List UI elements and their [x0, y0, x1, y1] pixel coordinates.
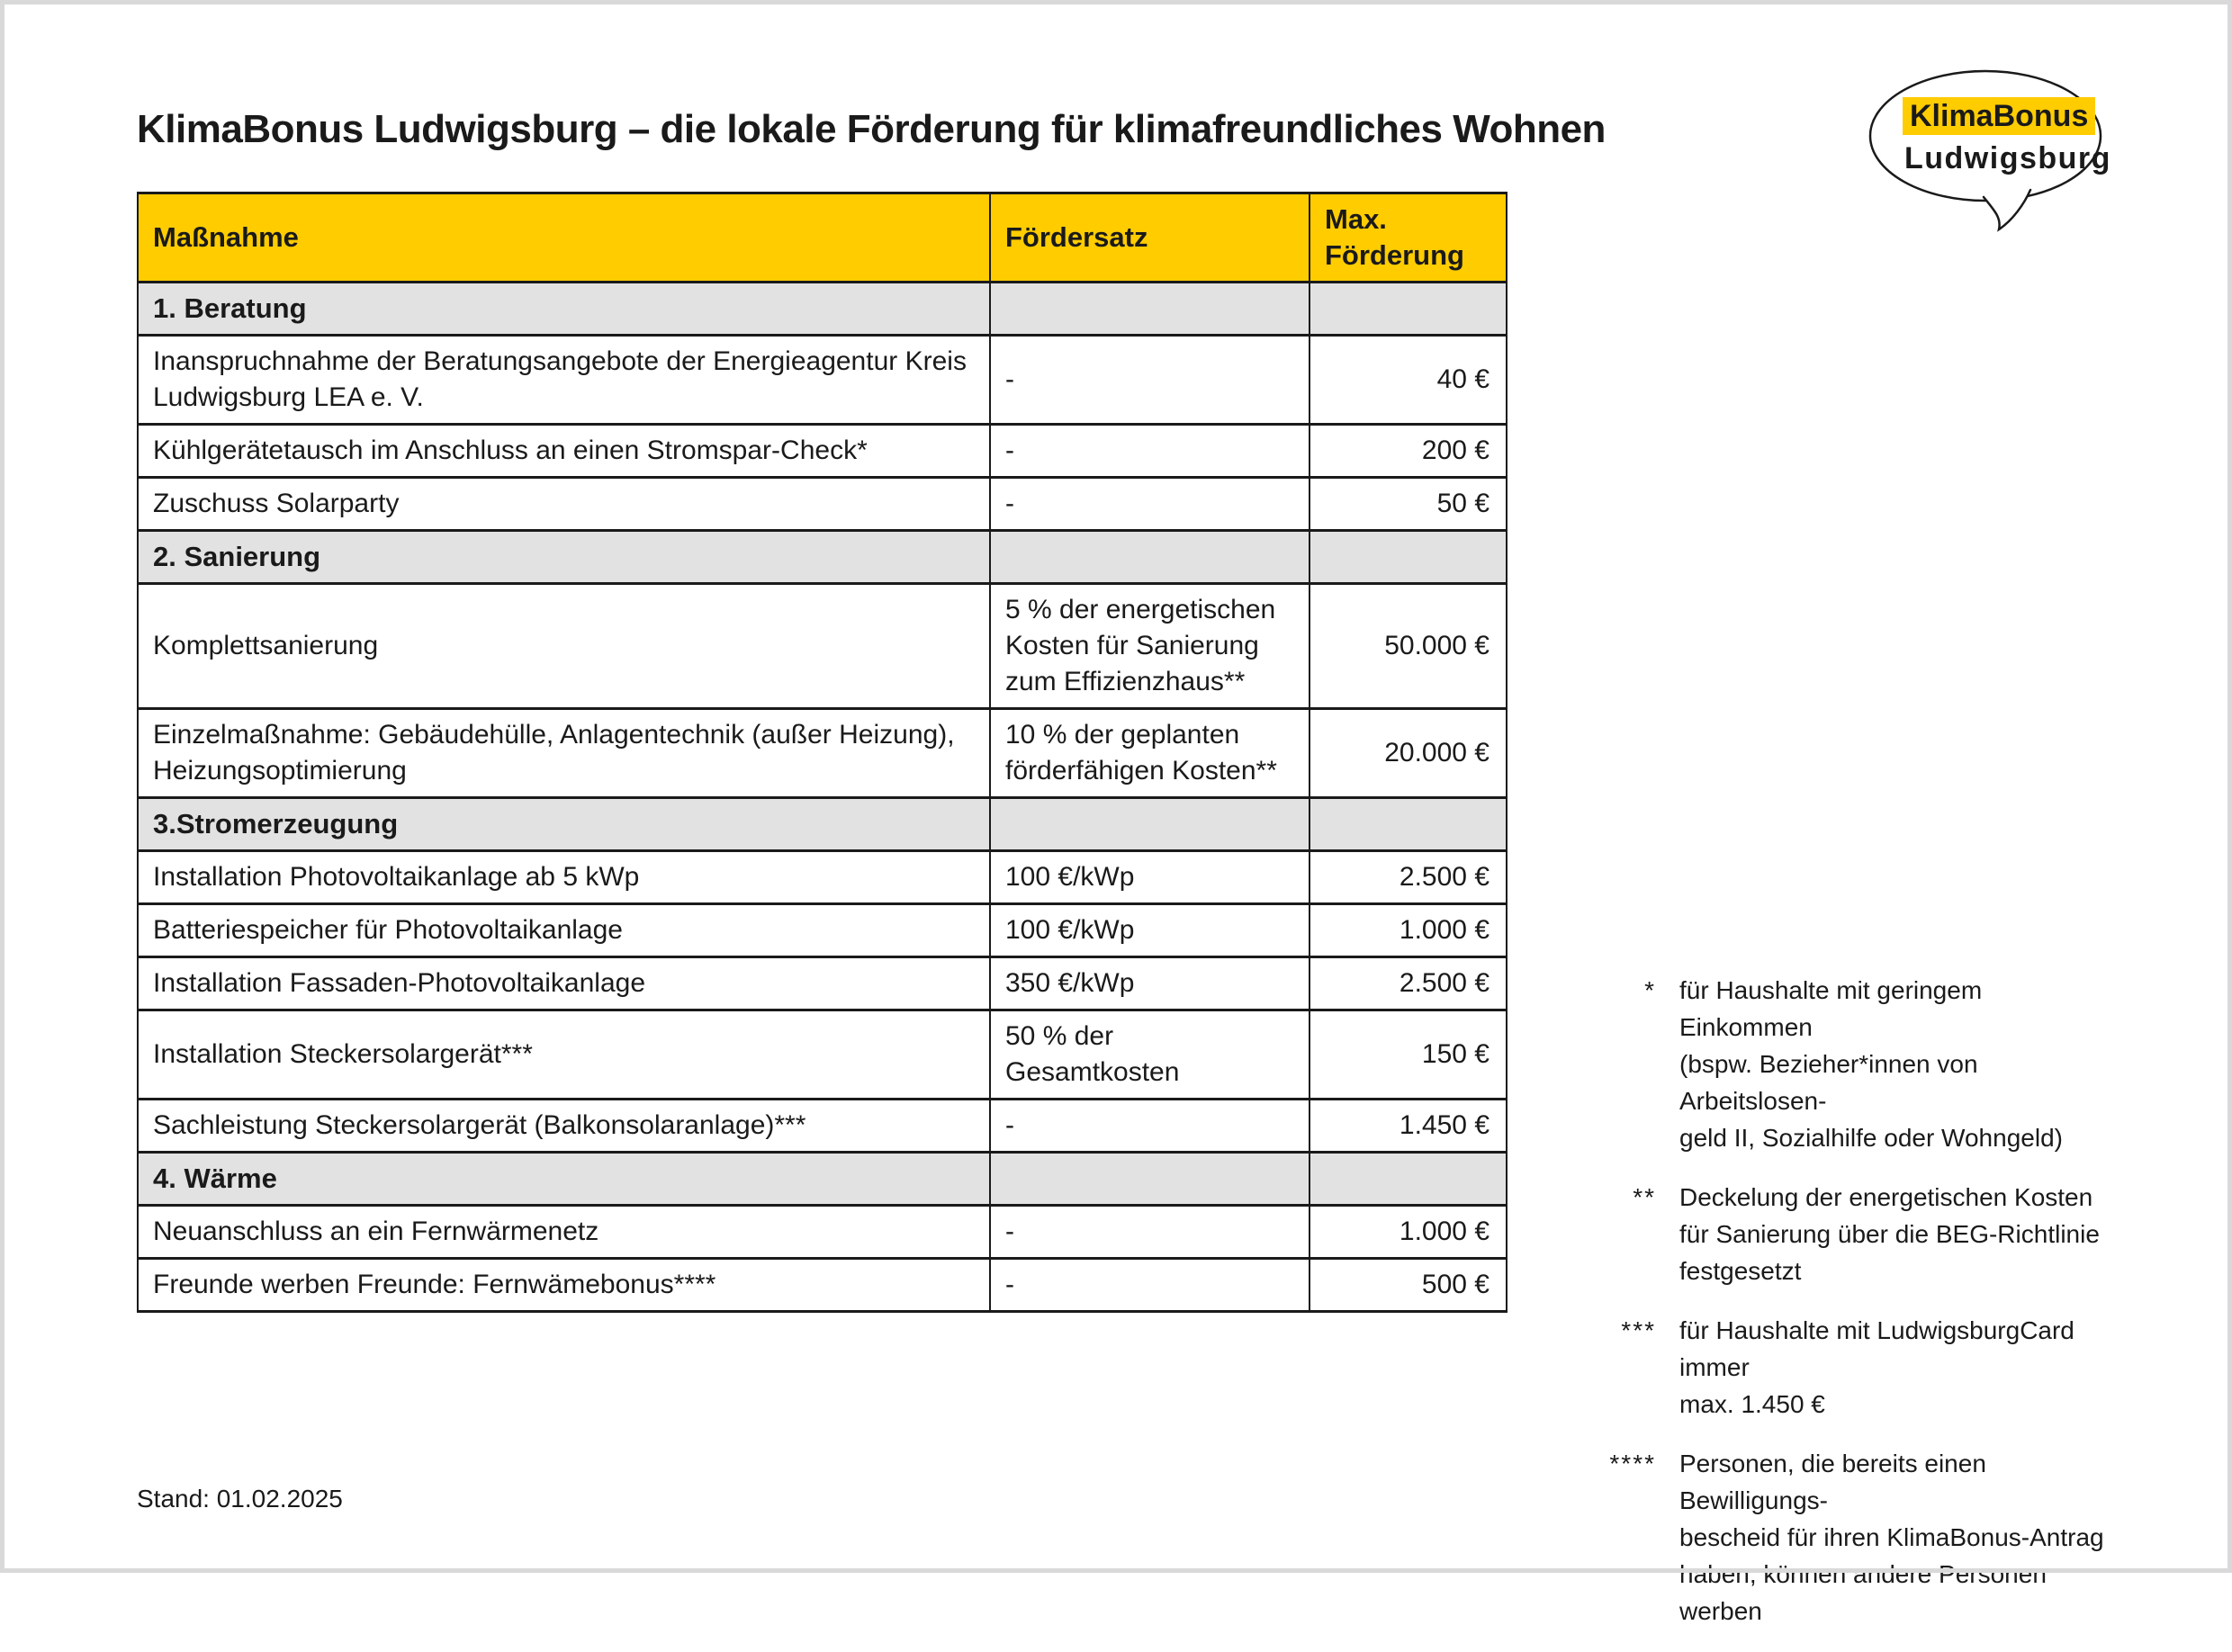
cell-max-foerderung: 1.000 € [1309, 1204, 1508, 1260]
cell-massnahme: Batteriespeicher für Photovoltaikanlage [137, 902, 991, 958]
section-label: 2. Sanierung [137, 529, 991, 585]
cell-foerdersatz: - [989, 1204, 1310, 1260]
cell-max-foerderung: 150 € [1309, 1009, 1508, 1100]
cell-massnahme: Installation Photovoltaikanlage ab 5 kWp [137, 849, 991, 905]
footnote-item: * für Haushalte mit geringem Einkommen (b… [1577, 972, 2117, 1156]
cell-max-foerderung: 2.500 € [1309, 849, 1508, 905]
cell-massnahme: Einzelmaßnahme: Gebäudehülle, Anlagentec… [137, 707, 991, 799]
cell-foerdersatz: - [989, 476, 1310, 532]
cell-massnahme: Kühlgerätetausch im Anschluss an einen S… [137, 423, 991, 479]
cell-foerdersatz: 10 % der geplanten förderfähigen Kosten*… [989, 707, 1310, 799]
cell-foerdersatz: - [989, 1098, 1310, 1154]
footnote-item: *** für Haushalte mit LudwigsburgCard imm… [1577, 1312, 2117, 1423]
footnote-marker: ** [1633, 1183, 1656, 1211]
section-row: 1. Beratung [137, 281, 1508, 337]
table-row: Installation Fassaden-Photovoltaikanlage… [137, 956, 1508, 1011]
section-row: 4. Wärme [137, 1151, 1508, 1207]
footnote-text: Personen, die bereits einen Bewilligungs… [1679, 1450, 2104, 1625]
header-max-foerderung: Max. Förderung [1309, 192, 1508, 283]
footnote-marker: * [1644, 976, 1656, 1004]
section-empty-max [1309, 529, 1508, 585]
table-row: Komplettsanierung 5 % der energetischen K… [137, 582, 1508, 710]
footnote-item: **** Personen, die bereits einen Bewillig… [1577, 1445, 2117, 1630]
footnote-text: für Haushalte mit geringem Einkommen (bs… [1679, 976, 2063, 1152]
section-empty-foerdersatz [989, 796, 1310, 852]
cell-massnahme: Sachleistung Steckersolargerät (Balkonso… [137, 1098, 991, 1154]
cell-foerdersatz: - [989, 1257, 1310, 1313]
cell-foerdersatz: 5 % der energetischen Kosten für Sanieru… [989, 582, 1310, 710]
table-header: Maßnahme Fördersatz Max. Förderung [137, 192, 1508, 283]
cell-massnahme: Inanspruchnahme der Beratungsangebote de… [137, 334, 991, 426]
cell-massnahme: Komplettsanierung [137, 582, 991, 710]
cell-max-foerderung: 200 € [1309, 423, 1508, 479]
section-empty-max [1309, 796, 1508, 852]
cell-foerdersatz: 50 % der Gesamtkosten [989, 1009, 1310, 1100]
cell-max-foerderung: 20.000 € [1309, 707, 1508, 799]
cell-foerdersatz: - [989, 334, 1310, 426]
section-row: 2. Sanierung [137, 529, 1508, 585]
cell-max-foerderung: 50 € [1309, 476, 1508, 532]
header-massnahme: Maßnahme [137, 192, 991, 283]
cell-massnahme: Neuanschluss an ein Fernwärmenetz [137, 1204, 991, 1260]
cell-max-foerderung: 1.450 € [1309, 1098, 1508, 1154]
table-row: Inanspruchnahme der Beratungsangebote de… [137, 334, 1508, 426]
table-row: Zuschuss Solarparty -50 € [137, 476, 1508, 532]
table-row: Batteriespeicher für Photovoltaikanlage 1… [137, 902, 1508, 958]
cell-max-foerderung: 2.500 € [1309, 956, 1508, 1011]
cell-foerdersatz: 100 €/kWp [989, 902, 1310, 958]
funding-table: Maßnahme Fördersatz Max. Förderung 1. Be… [137, 192, 1508, 1313]
footnotes-block: * für Haushalte mit geringem Einkommen (b… [1577, 972, 2117, 1652]
cell-massnahme: Installation Fassaden-Photovoltaikanlage [137, 956, 991, 1011]
section-row: 3.Stromerzeugung [137, 796, 1508, 852]
table-row: Freunde werben Freunde: Fernwämebonus***… [137, 1257, 1508, 1313]
logo-city-text: Ludwigsburg [1904, 141, 2111, 175]
table-row: Neuanschluss an ein Fernwärmenetz -1.000 … [137, 1204, 1508, 1260]
table-row: Kühlgerätetausch im Anschluss an einen S… [137, 423, 1508, 479]
footnote-text: Deckelung der energetischen Kosten für S… [1679, 1183, 2100, 1285]
cell-foerdersatz: 350 €/kWp [989, 956, 1310, 1011]
cell-max-foerderung: 1.000 € [1309, 902, 1508, 958]
cell-foerdersatz: - [989, 423, 1310, 479]
klimabonus-logo: KlimaBonus Ludwigsburg [1859, 59, 2129, 248]
section-label: 3.Stromerzeugung [137, 796, 991, 852]
section-empty-max [1309, 281, 1508, 337]
table-row: Installation Steckersolargerät*** 50 % de… [137, 1009, 1508, 1100]
cell-max-foerderung: 500 € [1309, 1257, 1508, 1313]
cell-massnahme: Installation Steckersolargerät*** [137, 1009, 991, 1100]
section-empty-foerdersatz [989, 1151, 1310, 1207]
section-empty-max [1309, 1151, 1508, 1207]
section-empty-foerdersatz [989, 529, 1310, 585]
footnote-text: für Haushalte mit LudwigsburgCard immer … [1679, 1316, 2074, 1418]
footnote-marker: **** [1609, 1450, 1656, 1477]
table-row: Sachleistung Steckersolargerät (Balkonso… [137, 1098, 1508, 1154]
cell-max-foerderung: 50.000 € [1309, 582, 1508, 710]
header-row: Maßnahme Fördersatz Max. Förderung [137, 192, 1508, 283]
section-label: 4. Wärme [137, 1151, 991, 1207]
logo-brand-text: KlimaBonus [1903, 97, 2096, 135]
cell-foerdersatz: 100 €/kWp [989, 849, 1310, 905]
cell-massnahme: Zuschuss Solarparty [137, 476, 991, 532]
table-row: Einzelmaßnahme: Gebäudehülle, Anlagentec… [137, 707, 1508, 799]
section-label: 1. Beratung [137, 281, 991, 337]
footnote-item: ** Deckelung der energetischen Kosten für… [1577, 1179, 2117, 1289]
section-empty-foerdersatz [989, 281, 1310, 337]
cell-massnahme: Freunde werben Freunde: Fernwämebonus***… [137, 1257, 991, 1313]
header-foerdersatz: Fördersatz [989, 192, 1310, 283]
footnote-marker: *** [1621, 1316, 1656, 1344]
table-row: Installation Photovoltaikanlage ab 5 kWp… [137, 849, 1508, 905]
table-body: 1. Beratung Inanspruchnahme der Beratungs… [137, 281, 1508, 1313]
date-note: Stand: 01.02.2025 [137, 1485, 343, 1513]
cell-max-foerderung: 40 € [1309, 334, 1508, 426]
page-title: KlimaBonus Ludwigsburg – die lokale Förd… [137, 107, 1606, 151]
